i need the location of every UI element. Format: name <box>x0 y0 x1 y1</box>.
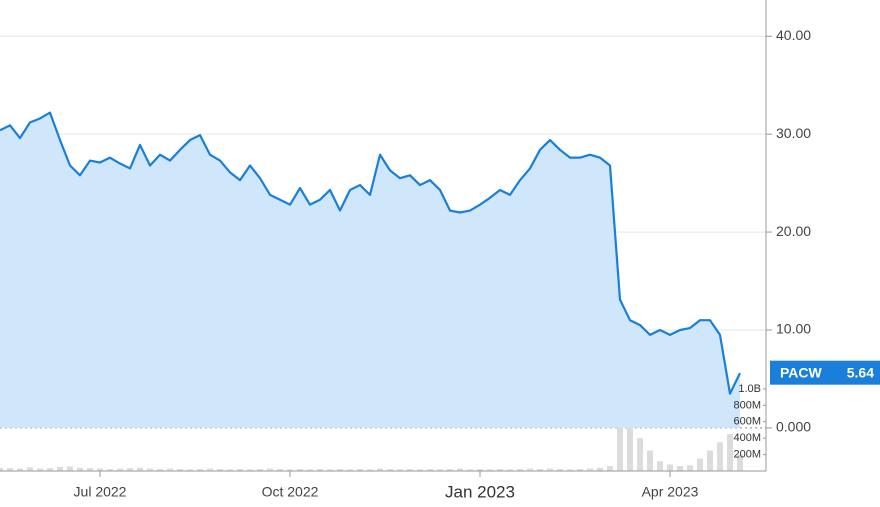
volume-bar <box>677 466 683 471</box>
volume-bar <box>237 468 243 471</box>
volume-bar <box>217 468 223 471</box>
volume-bar <box>137 467 143 471</box>
y-tick-label: 10.00 <box>776 321 811 337</box>
volume-bar <box>357 468 363 471</box>
volume-bar <box>627 397 633 471</box>
price-area <box>0 112 740 428</box>
volume-bar <box>397 469 403 471</box>
volume-bar <box>307 469 313 471</box>
volume-bar <box>577 468 583 471</box>
volume-bar <box>117 468 123 471</box>
volume-bar <box>427 468 433 471</box>
volume-bar <box>227 469 233 471</box>
x-tick-label: Jul 2022 <box>74 484 127 500</box>
volume-bar <box>737 454 743 471</box>
volume-bar <box>657 461 663 471</box>
volume-bar <box>547 468 553 471</box>
volume-bar <box>487 469 493 471</box>
volume-bar <box>287 469 293 471</box>
volume-bar <box>277 468 283 471</box>
y-tick-label: 0.000 <box>776 419 811 435</box>
y2-tick-label: 200M <box>733 448 761 460</box>
volume-bar <box>67 466 73 471</box>
price-tag <box>770 360 880 385</box>
volume-bar <box>17 468 23 471</box>
volume-bar <box>97 468 103 471</box>
volume-bar <box>497 468 503 471</box>
volume-bar <box>107 468 113 471</box>
volume-bar <box>257 468 263 471</box>
x-tick-label: Jan 2023 <box>445 482 515 501</box>
y-tick-label: 20.00 <box>776 223 811 239</box>
volume-bar <box>177 468 183 471</box>
volume-bar <box>537 468 543 471</box>
volume-bar <box>207 468 213 471</box>
volume-bar <box>607 466 613 471</box>
volume-bar <box>437 469 443 471</box>
price-line <box>0 111 741 395</box>
y2-tick-label: 600M <box>733 416 761 428</box>
volume-bar <box>447 468 453 471</box>
y-tick-label: 40.00 <box>776 27 811 43</box>
volume-bar <box>417 469 423 471</box>
volume-bar <box>587 468 593 471</box>
y2-tick-label: 1.0B <box>738 383 761 395</box>
volume-bar <box>687 465 693 471</box>
y2-tick-label: 800M <box>733 399 761 411</box>
x-tick-label: Oct 2022 <box>262 484 319 500</box>
y2-tick-label: 400M <box>733 432 761 444</box>
volume-bar <box>507 469 513 471</box>
volume-bar <box>647 450 653 471</box>
volume-bar <box>0 467 3 471</box>
y-tick-label: 30.00 <box>776 125 811 141</box>
volume-bar <box>77 467 83 471</box>
volume-bar <box>697 458 703 471</box>
volume-bar <box>87 468 93 471</box>
volume-bar <box>567 469 573 471</box>
volume-bar <box>127 468 133 471</box>
volume-bar <box>377 468 383 471</box>
volume-bar <box>407 468 413 471</box>
volume-bar <box>457 468 463 471</box>
volume-bar <box>187 469 193 471</box>
volume-bar <box>327 469 333 471</box>
volume-bar <box>167 468 173 471</box>
volume-bar <box>267 468 273 471</box>
volume-bar <box>467 469 473 471</box>
volume-bar <box>557 468 563 471</box>
volume-bar <box>707 450 713 471</box>
volume-bar <box>37 468 43 471</box>
price-tag-name: PACW <box>780 364 823 380</box>
volume-bar <box>727 434 733 471</box>
volume-bar <box>667 464 673 471</box>
volume-bar <box>147 468 153 471</box>
volume-bar <box>517 468 523 471</box>
volume-bar <box>297 468 303 471</box>
volume-bar <box>337 468 343 471</box>
volume-bar <box>527 468 533 471</box>
volume-bar <box>387 468 393 471</box>
volume-bar <box>347 469 353 471</box>
volume-bar <box>317 468 323 471</box>
volume-bar <box>197 468 203 471</box>
volume-bar <box>717 442 723 471</box>
volume-bar <box>617 413 623 471</box>
price-tag-value: 5.64 <box>847 364 874 380</box>
x-tick-label: Apr 2023 <box>642 484 699 500</box>
volume-bar <box>477 468 483 471</box>
volume-bar <box>57 466 63 471</box>
volume-bar <box>637 438 643 471</box>
volume-bar <box>247 469 253 471</box>
volume-bar <box>27 467 33 471</box>
volume-bar <box>47 468 53 471</box>
volume-bar <box>157 468 163 471</box>
volume-bar <box>367 469 373 471</box>
volume-bar <box>597 467 603 471</box>
volume-bar <box>7 468 13 471</box>
